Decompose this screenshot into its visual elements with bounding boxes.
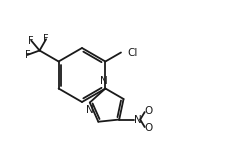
Text: N: N — [134, 115, 141, 125]
Text: Cl: Cl — [126, 48, 137, 58]
Text: F: F — [24, 50, 30, 60]
Text: F: F — [28, 36, 34, 46]
Text: O: O — [144, 123, 152, 133]
Text: N: N — [99, 77, 107, 86]
Text: F: F — [43, 34, 49, 44]
Text: N: N — [85, 105, 93, 115]
Text: O: O — [144, 106, 152, 116]
